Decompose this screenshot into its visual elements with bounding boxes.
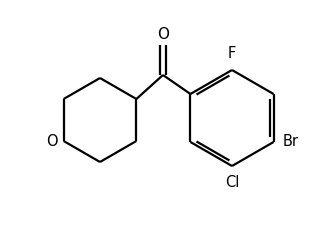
Text: O: O [157, 27, 169, 42]
Text: F: F [228, 46, 236, 61]
Text: O: O [46, 133, 58, 148]
Text: Br: Br [283, 135, 299, 149]
Text: Cl: Cl [225, 175, 239, 190]
